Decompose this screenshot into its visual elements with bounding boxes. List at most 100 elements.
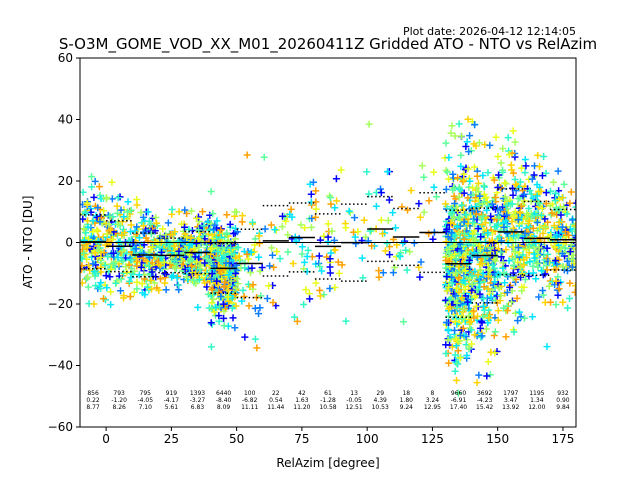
scatter-point [235,252,243,260]
scatter-point [476,266,484,274]
scatter-point [207,220,215,228]
scatter-point [124,208,132,216]
scatter-point [458,132,466,140]
scatter-point [117,206,125,214]
scatter-point [475,188,483,196]
scatter-point [94,246,102,254]
scatter-point [521,156,529,164]
scatter-point [543,254,551,262]
scatter-point [473,172,481,180]
scatter-point [224,237,232,245]
scatter-point [269,298,277,306]
scatter-point [400,318,408,326]
scatter-point [175,247,183,255]
scatter-point [520,190,528,198]
scatter-point [445,283,453,291]
scatter-point [537,187,545,195]
scatter-point [133,201,141,209]
scatter-point [88,173,96,181]
scatter-point [501,279,509,287]
scatter-point [416,213,424,221]
scatter-point [185,257,193,265]
scatter-point [80,262,86,270]
scatter-point [480,198,488,206]
scatter-point [399,239,407,247]
scatter-point [529,224,537,232]
scatter-point [315,259,323,267]
scatter-point [117,287,125,295]
scatter-point [415,263,423,271]
scatter-point [118,231,126,239]
scatter-point [505,151,513,159]
scatter-point [258,264,266,272]
scatter-point [126,293,134,301]
scatter-point [495,171,503,179]
scatter-point [535,244,543,252]
scatter-point [103,284,111,292]
scatter-point [276,255,284,263]
scatter-point [318,267,326,275]
scatter-point [223,229,231,237]
scatter-point [221,278,229,286]
bin-annotations: 8560.228.77793-1.208.26795-4.057.10919-4… [86,390,569,411]
scatter-point [540,153,548,161]
scatter-point [566,248,574,256]
x-axis-label: RelAzim [degree] [276,456,379,470]
scatter-point [467,326,475,334]
scatter-point [533,181,541,189]
scatter-point [503,223,511,231]
scatter-point [230,230,238,238]
scatter-point [311,213,319,221]
scatter-point [358,254,366,262]
scatter-point [478,332,486,340]
scatter-point [130,288,138,296]
scatter-point [473,286,481,294]
scatter-point [542,169,550,177]
scatter-point [566,279,574,287]
bin-mean-label: -1.20 [111,397,127,404]
scatter-point [454,174,462,182]
scatter-point [201,279,209,287]
x-tick-label: 150 [486,432,509,446]
scatter-point [468,281,476,289]
scatter-point [490,176,498,184]
scatter-point [365,190,373,198]
scatter-point [464,165,472,173]
scatter-point [363,168,371,176]
scatter-point [443,273,451,281]
scatter-point [240,292,248,300]
scatter-point [229,314,237,322]
scatter-point [209,295,217,303]
scatter-point [265,282,273,290]
scatter-point [442,200,450,208]
scatter-point [207,319,215,327]
bin-std-label: 17.40 [450,404,467,411]
scatter-point [558,250,566,258]
scatter-point [498,248,506,256]
scatter-point [452,342,460,350]
scatter-point [392,224,400,232]
scatter-point [509,255,517,263]
scatter-point [208,286,216,294]
scatter-point [418,162,426,170]
scatter-point [442,256,450,264]
scatter-point [155,286,163,294]
scatter-point [379,230,387,238]
scatter-point [384,216,392,224]
scatter-point [385,196,393,204]
scatter-point [565,231,573,239]
scatter-point [220,264,228,272]
scatter-point [406,248,414,256]
scatter-point [442,139,450,147]
scatter-point [491,223,499,231]
scatter-point [445,175,453,183]
scatter-point [502,246,510,254]
scatter-point [207,275,215,283]
scatter-point [532,239,540,247]
bin-count-label: 1393 [190,390,205,397]
x-tick-label: 0 [102,432,110,446]
scatter-point [491,246,499,254]
scatter-point [238,218,246,226]
scatter-point [193,214,201,222]
scatter-point [124,198,132,206]
